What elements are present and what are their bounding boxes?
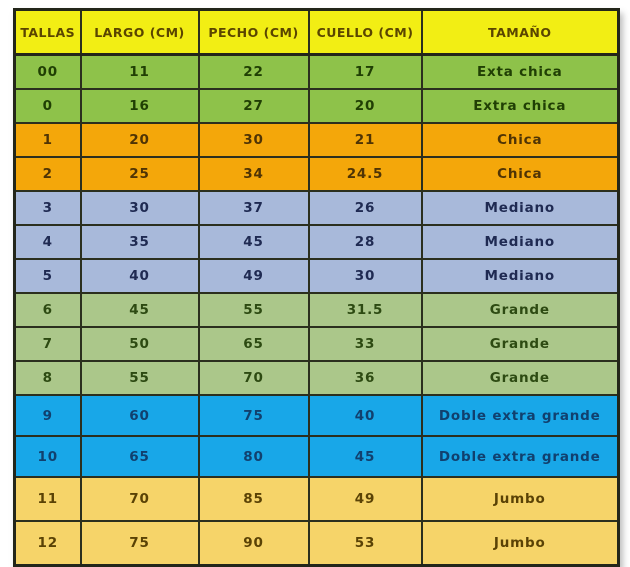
cell-pecho: 27 [197, 88, 310, 124]
cell-tamano: Chica [420, 122, 620, 158]
cell-cuello: 26 [307, 190, 423, 226]
column-header-largo: LARGO (CM) [79, 8, 200, 56]
cell-talla: 12 [13, 520, 82, 567]
cell-pecho: 85 [197, 476, 310, 522]
cell-talla: 6 [13, 292, 82, 328]
table-row: 5 40 49 30 Mediano [13, 258, 620, 294]
cell-cuello: 49 [307, 476, 423, 522]
cell-pecho: 55 [197, 292, 310, 328]
cell-tamano: Grande [420, 360, 620, 396]
cell-talla: 1 [13, 122, 82, 158]
size-chart-table: TALLAS LARGO (CM) PECHO (CM) CUELLO (CM)… [13, 8, 620, 567]
cell-cuello: 20 [307, 88, 423, 124]
table-row: 12 75 90 53 Jumbo [13, 520, 620, 567]
cell-pecho: 45 [197, 224, 310, 260]
cell-largo: 50 [79, 326, 200, 362]
cell-largo: 45 [79, 292, 200, 328]
cell-pecho: 37 [197, 190, 310, 226]
table-row: 2 25 34 24.5 Chica [13, 156, 620, 192]
cell-talla: 3 [13, 190, 82, 226]
table-row: 00 11 22 17 Exta chica [13, 53, 620, 90]
cell-tamano: Jumbo [420, 520, 620, 567]
cell-tamano: Mediano [420, 224, 620, 260]
cell-largo: 20 [79, 122, 200, 158]
cell-talla: 0 [13, 88, 82, 124]
cell-pecho: 80 [197, 435, 310, 478]
cell-talla: 10 [13, 435, 82, 478]
cell-largo: 60 [79, 394, 200, 437]
cell-pecho: 65 [197, 326, 310, 362]
cell-cuello: 17 [307, 53, 423, 90]
cell-pecho: 90 [197, 520, 310, 567]
cell-largo: 40 [79, 258, 200, 294]
cell-talla: 00 [13, 53, 82, 90]
table-row: 3 30 37 26 Mediano [13, 190, 620, 226]
cell-pecho: 30 [197, 122, 310, 158]
cell-cuello: 53 [307, 520, 423, 567]
cell-talla: 4 [13, 224, 82, 260]
cell-cuello: 33 [307, 326, 423, 362]
header-row: TALLAS LARGO (CM) PECHO (CM) CUELLO (CM)… [13, 8, 620, 56]
cell-largo: 70 [79, 476, 200, 522]
cell-talla: 5 [13, 258, 82, 294]
cell-largo: 16 [79, 88, 200, 124]
cell-largo: 11 [79, 53, 200, 90]
cell-cuello: 31.5 [307, 292, 423, 328]
cell-pecho: 34 [197, 156, 310, 192]
cell-tamano: Jumbo [420, 476, 620, 522]
cell-largo: 35 [79, 224, 200, 260]
cell-tamano: Mediano [420, 190, 620, 226]
cell-cuello: 36 [307, 360, 423, 396]
table-header: TALLAS LARGO (CM) PECHO (CM) CUELLO (CM)… [13, 8, 620, 56]
cell-talla: 2 [13, 156, 82, 192]
cell-cuello: 28 [307, 224, 423, 260]
cell-pecho: 75 [197, 394, 310, 437]
cell-largo: 55 [79, 360, 200, 396]
column-header-cuello: CUELLO (CM) [307, 8, 423, 56]
size-chart: TALLAS LARGO (CM) PECHO (CM) CUELLO (CM)… [13, 8, 620, 567]
column-header-pecho: PECHO (CM) [197, 8, 310, 56]
cell-cuello: 24.5 [307, 156, 423, 192]
cell-largo: 30 [79, 190, 200, 226]
table-row: 11 70 85 49 Jumbo [13, 476, 620, 522]
cell-cuello: 30 [307, 258, 423, 294]
table-row: 7 50 65 33 Grande [13, 326, 620, 362]
column-header-tallas: TALLAS [13, 8, 82, 56]
table-row: 10 65 80 45 Doble extra grande [13, 435, 620, 478]
table-row: 1 20 30 21 Chica [13, 122, 620, 158]
cell-cuello: 45 [307, 435, 423, 478]
table-body: 00 11 22 17 Exta chica 0 16 27 20 Extra … [13, 53, 620, 567]
table-row: 6 45 55 31.5 Grande [13, 292, 620, 328]
cell-tamano: Mediano [420, 258, 620, 294]
cell-tamano: Doble extra grande [420, 394, 620, 437]
cell-largo: 65 [79, 435, 200, 478]
cell-pecho: 49 [197, 258, 310, 294]
cell-cuello: 40 [307, 394, 423, 437]
cell-tamano: Extra chica [420, 88, 620, 124]
cell-talla: 7 [13, 326, 82, 362]
cell-tamano: Grande [420, 292, 620, 328]
cell-pecho: 22 [197, 53, 310, 90]
cell-cuello: 21 [307, 122, 423, 158]
table-row: 9 60 75 40 Doble extra grande [13, 394, 620, 437]
cell-talla: 9 [13, 394, 82, 437]
cell-tamano: Grande [420, 326, 620, 362]
cell-largo: 75 [79, 520, 200, 567]
cell-tamano: Doble extra grande [420, 435, 620, 478]
cell-tamano: Chica [420, 156, 620, 192]
cell-talla: 11 [13, 476, 82, 522]
cell-pecho: 70 [197, 360, 310, 396]
cell-tamano: Exta chica [420, 53, 620, 90]
table-row: 8 55 70 36 Grande [13, 360, 620, 396]
cell-largo: 25 [79, 156, 200, 192]
column-header-tamano: TAMAÑO [420, 8, 620, 56]
cell-talla: 8 [13, 360, 82, 396]
table-row: 4 35 45 28 Mediano [13, 224, 620, 260]
table-row: 0 16 27 20 Extra chica [13, 88, 620, 124]
